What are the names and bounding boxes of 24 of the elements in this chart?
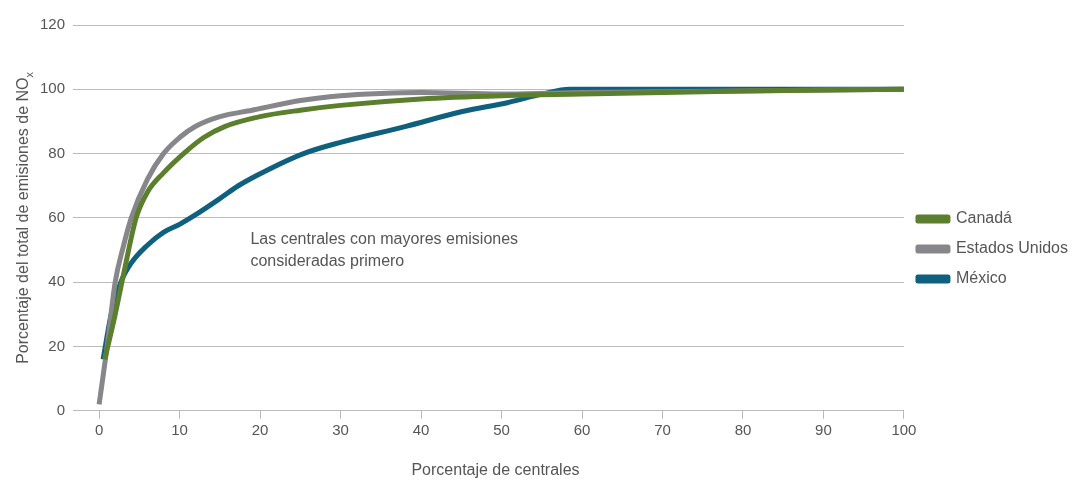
- x-tick-label: 0: [94, 420, 104, 438]
- y-tick-label: 20: [48, 336, 66, 354]
- y-tick-label: 120: [40, 15, 66, 33]
- x-tick-label: 50: [493, 420, 510, 438]
- x-tick-label: 30: [332, 420, 349, 438]
- x-tick-label: 70: [654, 420, 671, 438]
- legend-label: Estados Unidos: [955, 239, 1068, 257]
- x-tick-label: 90: [815, 420, 832, 438]
- legend-label: México: [955, 269, 1007, 287]
- y-tick-label: 60: [48, 208, 66, 226]
- x-tick-label: 60: [573, 420, 591, 438]
- annotation: Las centrales con mayores emisiones consideradas primero: [250, 229, 519, 269]
- x-axis-title: Porcentaje de centrales: [411, 460, 580, 478]
- y-tick-label: 100: [40, 79, 66, 97]
- y-tick-label: 80: [48, 143, 66, 161]
- x-tick-label: 10: [171, 420, 188, 438]
- y-tick-label: 40: [48, 272, 66, 290]
- x-tick-label: 80: [734, 420, 752, 438]
- x-tick-label: 40: [412, 420, 430, 438]
- y-tick-label: 0: [56, 400, 66, 418]
- y-axis-title: Porcentaje del total de emisiones de NOx: [14, 71, 36, 364]
- x-tick-label: 20: [251, 420, 269, 438]
- x-tick-label: 100: [891, 420, 917, 438]
- legend-label: Canadá: [955, 209, 1013, 227]
